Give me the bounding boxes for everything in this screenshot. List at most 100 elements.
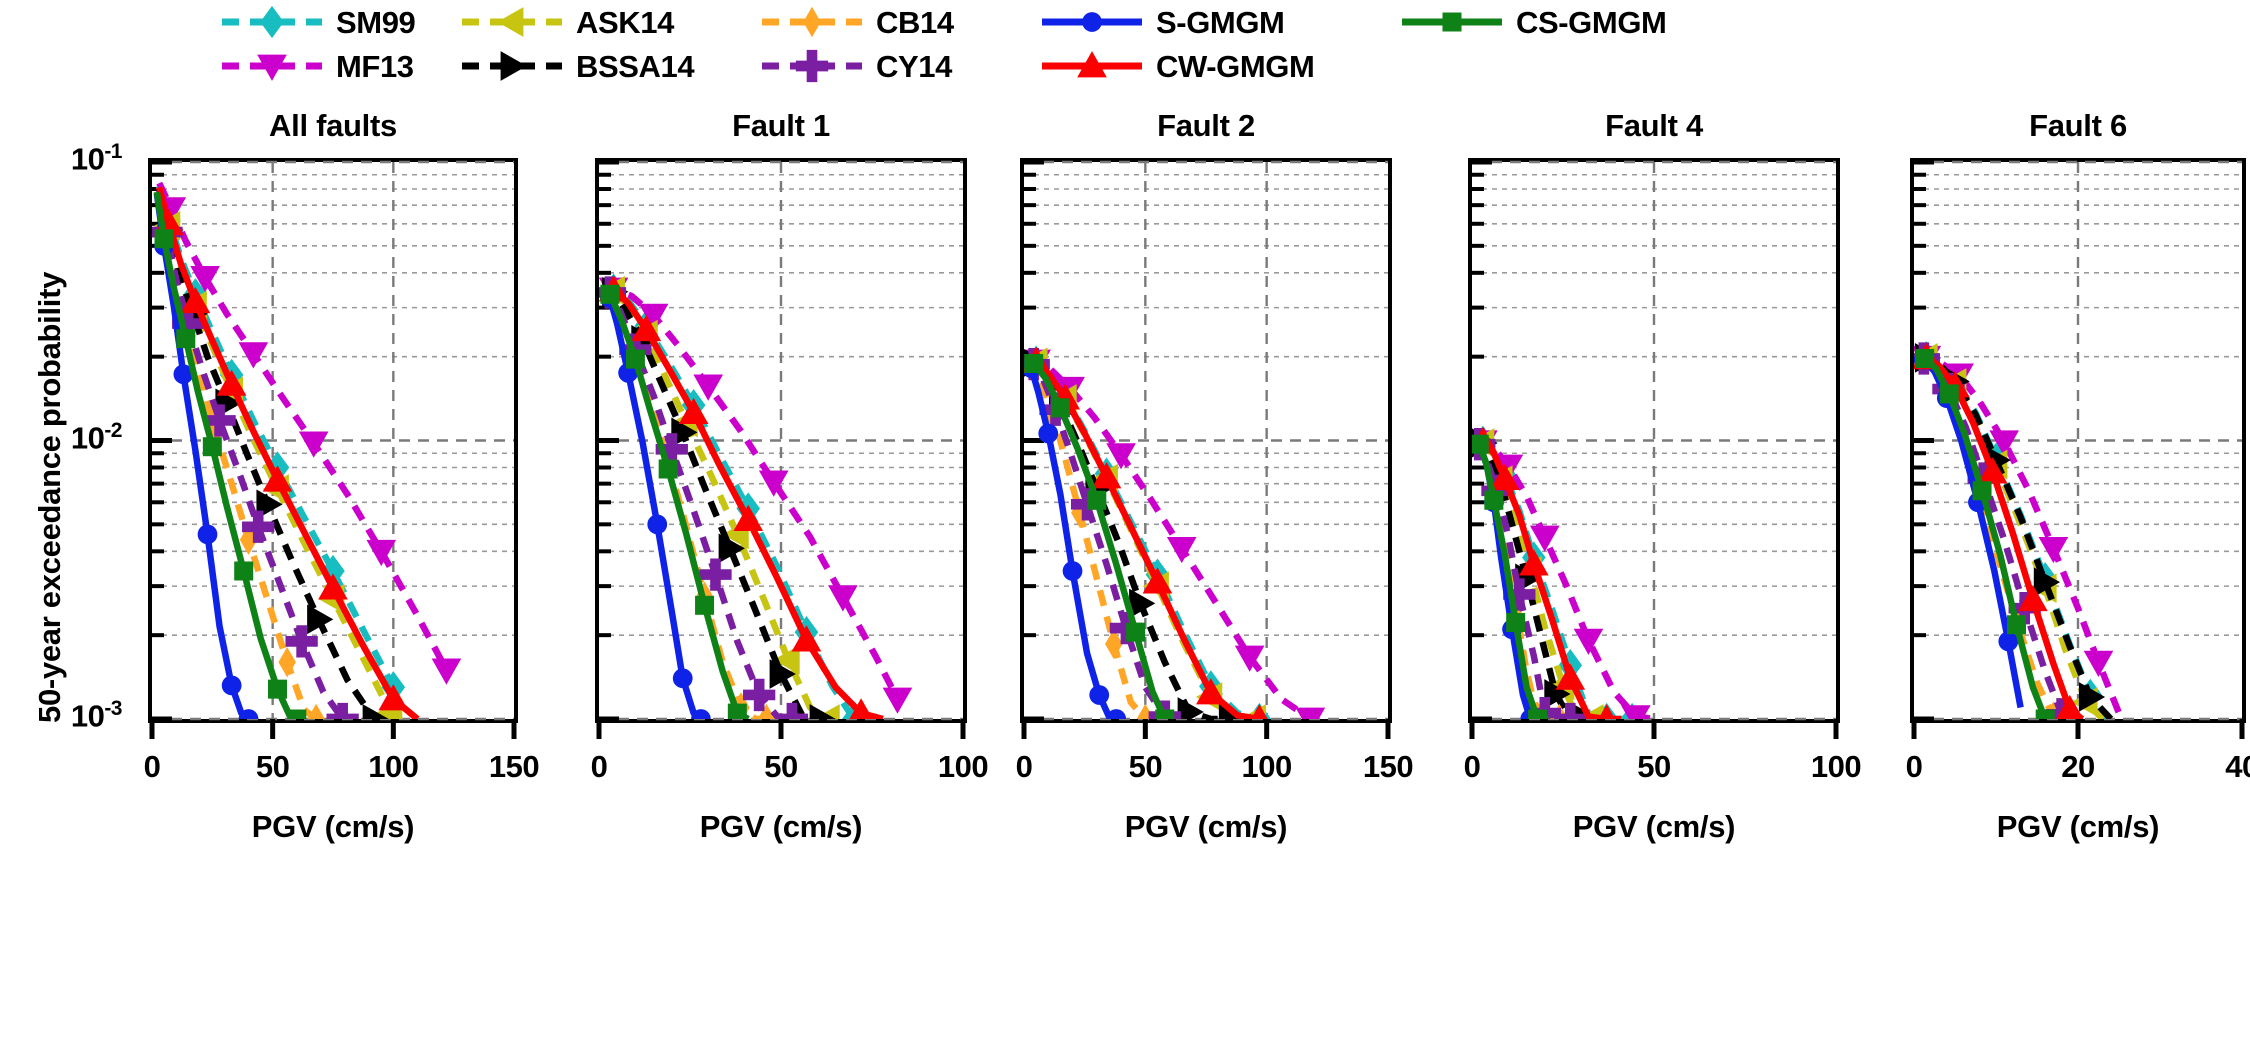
series-line-s-gmgm [1024,359,1118,719]
series-marker-cs-gmgm [625,349,645,369]
series-line-mf13 [156,181,450,672]
series-marker-bssa14 [671,417,698,448]
legend-label: SM99 [336,4,416,40]
x-tick-label: 0 [590,749,608,784]
series-marker-cw-gmgm [631,314,662,342]
x-tick-label: 100 [368,749,419,784]
legend-marker-icon [1077,51,1107,78]
legend-label: ASK14 [576,4,674,40]
series-marker-cs-gmgm [154,229,174,249]
y-tick-label: 10-2 [0,419,123,456]
series-marker-mf13 [1620,705,1651,719]
y-tick-base: 10 [70,698,105,734]
series-marker-mf13 [758,470,789,497]
legend-swatch-cs-gmgm [1400,5,1504,39]
series-marker-cw-gmgm [849,698,873,719]
series-marker-cw-gmgm [791,625,822,652]
x-tick-label: 50 [255,749,290,784]
series-marker-cs-gmgm [695,595,715,615]
series-marker-cw-gmgm [1489,463,1520,490]
series-marker-ask14 [773,645,800,675]
series-marker-cs-gmgm [1050,398,1070,418]
series-marker-mf13 [1106,443,1136,470]
series-marker-mf13 [431,658,462,685]
legend-marker-icon [795,49,829,83]
series-marker-cs-gmgm [2035,709,2055,719]
subplot-fault-4: Fault 4 [1358,96,1950,1050]
series-marker-mf13 [190,266,220,293]
legend-item-mf13[interactable]: MF13 [220,46,414,86]
series-marker-mf13 [238,342,269,369]
series-marker-s-gmgm [672,668,693,689]
x-axis-label: PGV (cm/s) [251,809,415,844]
legend-swatch-cy14 [760,49,864,83]
series-marker-cb14 [1105,628,1123,660]
series-marker-cs-gmgm [1506,613,1526,633]
series-line-cy14 [156,189,346,719]
series-line-s-gmgm [600,289,703,719]
x-tick-label: 40 [2225,749,2250,784]
series-marker-mf13 [1573,628,1604,655]
legend-item-sm99[interactable]: SM99 [220,2,416,42]
subplot-fault-1: Fault 1 [485,96,1077,1050]
x-tick-label: 0 [1905,749,1923,784]
series-marker-cs-gmgm [176,329,196,349]
series-marker-mf13 [298,431,329,458]
legend-marker-icon [257,54,287,81]
series-marker-cs-gmgm [1155,709,1175,719]
legend-swatch-bssa14 [460,49,564,83]
legend-item-cs-gmgm[interactable]: CS-GMGM [1400,2,1667,42]
legend-item-cw-gmgm[interactable]: CW-GMGM [1040,46,1315,86]
series-marker-mf13 [1234,645,1265,672]
legend-label: S-GMGM [1156,4,1285,40]
legend-marker-icon [497,7,524,37]
plot-area [1468,158,1840,739]
subplot-title: All faults [269,108,397,143]
x-tick-label: 0 [1463,749,1481,784]
series-marker-cw-gmgm [180,286,211,314]
series-marker-cs-gmgm [1087,490,1107,510]
subplot-fault-2: Fault 2 [910,96,1502,1050]
series-marker-cb14 [278,646,296,678]
series-marker-cy14 [203,404,236,437]
series-marker-mf13 [882,687,913,714]
x-axis-label: PGV (cm/s) [1124,809,1288,844]
y-tick-base: 10 [70,141,105,177]
series-line-cw-gmgm [602,285,884,719]
legend-swatch-mf13 [220,49,324,83]
series-marker-mf13 [1493,454,1524,481]
x-tick-label: 0 [143,749,161,784]
legend-swatch-sm99 [220,5,324,39]
series-marker-cs-gmgm [202,437,222,457]
series-marker-s-gmgm [691,709,711,719]
series-marker-s-gmgm [1089,685,1110,705]
legend-item-cb14[interactable]: CB14 [760,2,954,42]
legend-item-cy14[interactable]: CY14 [760,46,952,86]
legend-item-bssa14[interactable]: BSSA14 [460,46,695,86]
legend-item-ask14[interactable]: ASK14 [460,2,674,42]
subplot-title: Fault 6 [2029,108,2127,143]
series-marker-s-gmgm [197,524,218,545]
series-marker-cw-gmgm [678,397,709,424]
series-marker-cw-gmgm [378,684,409,711]
series-marker-cs-gmgm [267,679,287,699]
series-line-mf13 [602,285,901,701]
legend-item-s-gmgm[interactable]: S-GMGM [1040,2,1285,42]
series-marker-cw-gmgm [2056,694,2084,719]
x-tick-label: 100 [937,749,989,784]
series-marker-bssa14 [718,533,745,564]
series-line-mf13 [1026,356,1313,719]
series-marker-s-gmgm [1062,561,1083,581]
series-marker-cs-gmgm [600,284,620,304]
series-marker-cw-gmgm [216,369,247,396]
series-marker-cs-gmgm [658,459,678,479]
legend-label: CW-GMGM [1156,48,1315,84]
series-marker-s-gmgm [1038,423,1059,444]
series-marker-cb14 [307,703,325,719]
series-marker-mf13 [1166,536,1197,564]
x-tick-label: 150 [1362,749,1414,784]
series-marker-cy14 [743,678,776,712]
series-marker-cs-gmgm [2007,615,2026,635]
series-marker-cs-gmgm [1939,384,1959,404]
series-marker-cb14 [1071,497,1089,529]
